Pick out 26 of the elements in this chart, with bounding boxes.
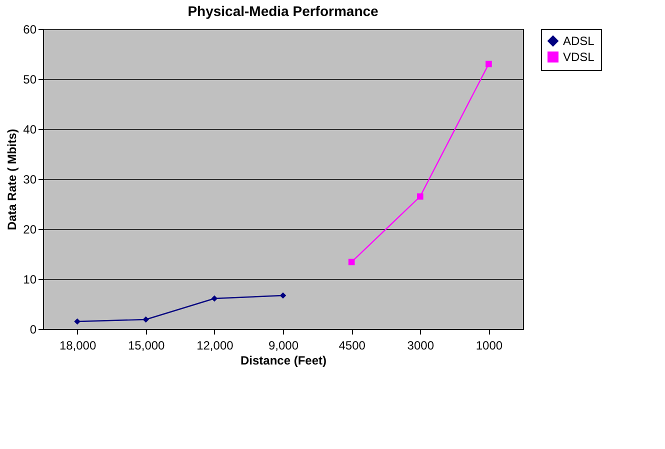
y-tick-label: 20 xyxy=(23,222,37,236)
x-tick-label: 15,000 xyxy=(128,338,166,352)
point xyxy=(416,193,424,200)
point xyxy=(280,292,286,299)
point xyxy=(74,318,80,325)
point xyxy=(486,60,492,68)
x-tick-label: 12,000 xyxy=(196,338,234,352)
x-axis-title: Distance (Feet) xyxy=(240,354,327,368)
x-tick-label: 18,000 xyxy=(59,338,96,352)
point xyxy=(348,258,355,266)
y-tick-label: 30 xyxy=(23,172,37,186)
y-tick-label: 60 xyxy=(23,22,37,36)
legend-label: ADSL xyxy=(563,34,595,48)
y-tick-label: 0 xyxy=(30,322,37,336)
x-tick-label: 4500 xyxy=(338,338,366,352)
legend-label: VDSL xyxy=(563,50,595,64)
point xyxy=(142,316,150,323)
y-tick-label: 40 xyxy=(23,122,37,136)
point xyxy=(211,295,218,302)
y-tick-label: 10 xyxy=(23,272,37,286)
chart-title: Physical-Media Performance xyxy=(188,3,379,19)
y-axis-title: Data Rate ( Mbits) xyxy=(5,128,20,230)
x-tick-label: 1000 xyxy=(476,338,503,352)
x-tick-label: 3000 xyxy=(407,338,434,352)
x-tick-label: 9,000 xyxy=(268,338,299,352)
y-tick-label: 50 xyxy=(23,72,37,86)
